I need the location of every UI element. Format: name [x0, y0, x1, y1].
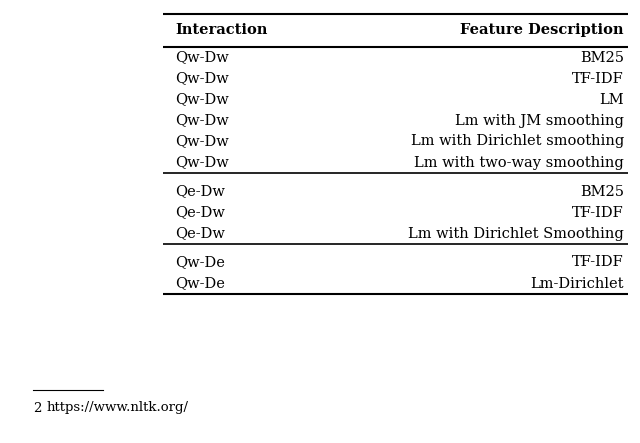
Text: Qw-Dw: Qw-Dw [175, 51, 228, 65]
Text: Lm with JM smoothing: Lm with JM smoothing [455, 113, 624, 128]
Text: 2: 2 [33, 401, 42, 415]
Text: Qe-Dw: Qe-Dw [175, 184, 225, 198]
Text: Lm with Dirichlet Smoothing: Lm with Dirichlet Smoothing [408, 226, 624, 241]
Text: Qw-Dw: Qw-Dw [175, 135, 228, 148]
Text: Qe-Dw: Qe-Dw [175, 226, 225, 241]
Text: Feature Description: Feature Description [461, 23, 624, 37]
Text: Qw-Dw: Qw-Dw [175, 93, 228, 106]
Text: TF-IDF: TF-IDF [572, 256, 624, 269]
Text: Qw-Dw: Qw-Dw [175, 113, 228, 128]
Text: LM: LM [600, 93, 624, 106]
Text: Lm-Dirichlet: Lm-Dirichlet [531, 276, 624, 291]
Text: Qw-Dw: Qw-Dw [175, 71, 228, 85]
Text: Qw-De: Qw-De [175, 276, 225, 291]
Text: Interaction: Interaction [175, 23, 268, 37]
Text: BM25: BM25 [580, 184, 624, 198]
Text: https://www.nltk.org/: https://www.nltk.org/ [47, 401, 189, 415]
Text: Qe-Dw: Qe-Dw [175, 206, 225, 219]
Text: TF-IDF: TF-IDF [572, 206, 624, 219]
Text: BM25: BM25 [580, 51, 624, 65]
Text: Lm with two-way smoothing: Lm with two-way smoothing [414, 155, 624, 170]
Text: Qw-Dw: Qw-Dw [175, 155, 228, 170]
Text: Qw-De: Qw-De [175, 256, 225, 269]
Text: Lm with Dirichlet smoothing: Lm with Dirichlet smoothing [411, 135, 624, 148]
Text: TF-IDF: TF-IDF [572, 71, 624, 85]
